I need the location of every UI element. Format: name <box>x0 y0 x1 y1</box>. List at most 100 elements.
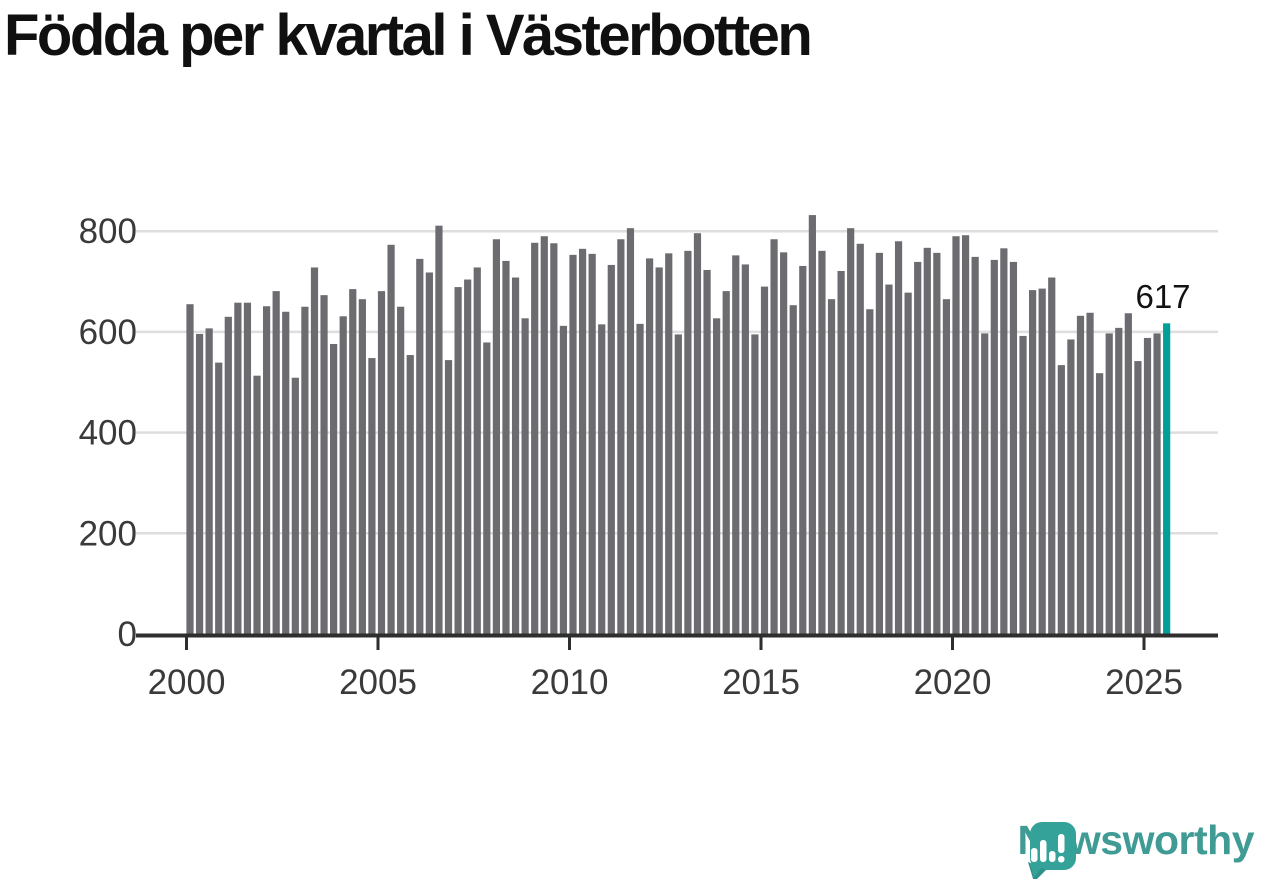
bar <box>770 239 778 634</box>
bar <box>799 265 807 634</box>
logo-exclamation-stem <box>1057 834 1064 853</box>
bar <box>492 239 500 634</box>
bar <box>330 343 338 634</box>
chart-title: Födda per kvartal i Västerbotten <box>4 3 813 68</box>
bar <box>1105 333 1113 634</box>
bar <box>751 334 759 634</box>
bar <box>559 325 568 634</box>
bar <box>1134 361 1142 634</box>
last-value-label: 617 <box>1135 278 1190 315</box>
bar <box>521 318 529 634</box>
bar <box>397 306 405 634</box>
logo-bar-tall <box>1039 840 1046 862</box>
bar <box>885 284 893 634</box>
bar <box>444 360 453 634</box>
bar <box>1057 365 1065 634</box>
bar <box>368 358 376 634</box>
bar <box>971 256 979 634</box>
x-tick-label: 2020 <box>914 663 992 702</box>
bar <box>511 277 520 634</box>
bar <box>215 362 223 634</box>
bar <box>617 239 625 634</box>
bar <box>1000 248 1008 634</box>
bar <box>1019 335 1027 634</box>
bar <box>598 324 606 634</box>
bar <box>914 261 922 634</box>
bar <box>1009 261 1018 634</box>
bar <box>358 299 366 634</box>
highlight-bar <box>1163 323 1171 634</box>
bar <box>253 375 261 634</box>
bar <box>990 259 998 634</box>
logo-exclamation-dot <box>1057 856 1064 863</box>
bar <box>320 295 328 634</box>
bar <box>789 305 797 634</box>
bar <box>454 287 462 634</box>
bar <box>186 304 194 634</box>
bar <box>282 311 290 634</box>
bar <box>933 252 941 634</box>
bar <box>387 244 395 635</box>
bar <box>406 355 414 634</box>
bar <box>1048 277 1056 634</box>
bar <box>665 253 673 634</box>
bar <box>952 236 960 635</box>
bar <box>1029 290 1037 634</box>
bar <box>923 247 931 634</box>
bar <box>904 292 912 634</box>
bar <box>195 333 204 634</box>
bar <box>674 334 682 634</box>
bar <box>339 316 347 634</box>
bar <box>473 267 481 634</box>
bar <box>578 248 587 634</box>
x-tick-label: 2000 <box>148 663 226 702</box>
bar <box>540 236 548 635</box>
bar <box>301 306 309 634</box>
bar <box>310 267 319 634</box>
bar <box>722 291 730 634</box>
y-tick-label: 800 <box>79 212 137 251</box>
bar <box>1067 339 1075 634</box>
bar <box>942 299 951 634</box>
bar <box>1153 333 1161 634</box>
bar <box>531 242 539 634</box>
bar <box>693 233 702 634</box>
bar <box>272 291 280 634</box>
x-tick-label: 2005 <box>339 663 417 702</box>
x-tick-label: 2010 <box>531 663 609 702</box>
newsworthy-logo-icon <box>1027 822 1076 879</box>
bar <box>636 323 644 634</box>
bar <box>760 286 769 634</box>
bar <box>655 267 663 634</box>
bar <box>234 302 242 634</box>
bar <box>1124 313 1132 634</box>
bar <box>416 258 424 634</box>
bar <box>703 269 711 634</box>
x-tick-label: 2015 <box>722 663 800 702</box>
bar <box>894 241 903 634</box>
bar <box>732 255 740 634</box>
bar <box>502 260 510 634</box>
bar <box>646 258 654 634</box>
logo-bar-small <box>1030 848 1037 862</box>
bar <box>1143 337 1152 634</box>
bar <box>741 264 749 634</box>
logo-bubble-tail <box>1029 864 1044 878</box>
bar <box>626 228 635 634</box>
logo-bar-medium <box>1048 851 1055 862</box>
brand-footer: Newsworthy <box>1018 820 1254 879</box>
bar <box>847 228 855 634</box>
bar <box>1096 373 1104 634</box>
bar <box>684 250 692 634</box>
bar <box>349 289 357 634</box>
bar <box>291 377 299 634</box>
bar <box>866 309 874 634</box>
bar <box>435 225 443 634</box>
x-tick-label: 2025 <box>1105 663 1183 702</box>
bar <box>483 342 491 634</box>
bar <box>818 250 826 634</box>
y-tick-label: 200 <box>79 514 137 553</box>
bar <box>569 254 577 635</box>
bar <box>1038 288 1046 634</box>
